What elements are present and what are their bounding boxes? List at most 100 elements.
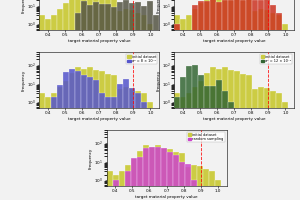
- Bar: [192, 9, 198, 200]
- Bar: [240, 0, 246, 200]
- Bar: [130, 158, 136, 200]
- Bar: [105, 4, 111, 200]
- Bar: [198, 75, 204, 200]
- Bar: [160, 148, 166, 200]
- Bar: [276, 13, 282, 200]
- Bar: [142, 145, 148, 200]
- Bar: [160, 148, 166, 200]
- Bar: [142, 148, 148, 200]
- Bar: [45, 97, 51, 200]
- Bar: [105, 74, 111, 200]
- Bar: [276, 15, 282, 200]
- Bar: [141, 6, 147, 200]
- Bar: [180, 97, 186, 200]
- X-axis label: target material property value: target material property value: [68, 39, 130, 43]
- Bar: [75, 13, 81, 200]
- Bar: [234, 71, 240, 200]
- Bar: [216, 69, 222, 200]
- Bar: [135, 13, 141, 200]
- Bar: [87, 5, 93, 200]
- Bar: [192, 65, 198, 200]
- Bar: [204, 73, 210, 200]
- Bar: [184, 167, 190, 200]
- Bar: [81, 69, 87, 200]
- Bar: [258, 87, 264, 200]
- Bar: [192, 5, 198, 200]
- Bar: [99, 71, 105, 200]
- Bar: [147, 24, 153, 200]
- Bar: [147, 1, 153, 200]
- Y-axis label: Frequency: Frequency: [157, 69, 160, 91]
- Bar: [270, 91, 276, 200]
- Bar: [222, 0, 228, 200]
- Bar: [124, 165, 130, 200]
- Bar: [174, 93, 180, 200]
- Bar: [270, 13, 276, 200]
- Bar: [135, 93, 141, 200]
- Bar: [117, 2, 123, 200]
- Bar: [154, 145, 160, 200]
- Bar: [208, 171, 214, 200]
- Bar: [117, 84, 123, 200]
- Bar: [148, 147, 154, 200]
- Bar: [148, 147, 154, 200]
- Bar: [141, 102, 147, 200]
- Bar: [204, 86, 210, 200]
- Bar: [222, 91, 228, 200]
- Bar: [228, 70, 234, 200]
- Bar: [198, 81, 204, 200]
- Bar: [282, 102, 288, 200]
- Bar: [186, 15, 192, 200]
- Bar: [135, 91, 141, 200]
- Bar: [112, 180, 118, 200]
- Bar: [216, 0, 222, 200]
- Bar: [117, 11, 123, 200]
- Bar: [147, 102, 153, 200]
- Y-axis label: Frequency: Frequency: [22, 69, 26, 91]
- Bar: [216, 80, 222, 200]
- Bar: [136, 151, 142, 200]
- Bar: [264, 0, 270, 200]
- Bar: [264, 10, 270, 200]
- Bar: [210, 67, 216, 200]
- Bar: [174, 15, 180, 200]
- Bar: [57, 85, 63, 200]
- Bar: [190, 165, 196, 200]
- Bar: [178, 153, 184, 200]
- Bar: [129, 88, 135, 200]
- Bar: [180, 19, 186, 200]
- Bar: [252, 89, 258, 200]
- Bar: [118, 171, 124, 200]
- Bar: [141, 93, 147, 200]
- Bar: [111, 0, 117, 200]
- Bar: [174, 97, 180, 200]
- Bar: [93, 0, 99, 200]
- Bar: [81, 1, 87, 200]
- Bar: [202, 169, 208, 200]
- Bar: [258, 0, 264, 200]
- Bar: [124, 171, 130, 200]
- Bar: [240, 0, 246, 200]
- Bar: [123, 87, 129, 200]
- Bar: [186, 66, 192, 200]
- Bar: [99, 4, 105, 200]
- Bar: [180, 77, 186, 200]
- Bar: [167, 149, 172, 200]
- Bar: [93, 2, 99, 200]
- Bar: [81, 0, 87, 200]
- Bar: [190, 180, 196, 200]
- Bar: [130, 159, 136, 200]
- Bar: [75, 0, 81, 200]
- Bar: [63, 3, 69, 200]
- Bar: [105, 97, 111, 200]
- Bar: [123, 0, 129, 200]
- Bar: [87, 67, 93, 200]
- Legend: initial dataset, σ² = 12 × 10⁻²: initial dataset, σ² = 12 × 10⁻²: [260, 54, 292, 64]
- Bar: [204, 1, 210, 200]
- Bar: [63, 81, 69, 200]
- Y-axis label: Frequency: Frequency: [157, 0, 160, 13]
- Bar: [75, 71, 81, 200]
- Bar: [178, 162, 184, 200]
- Bar: [69, 0, 75, 200]
- Bar: [172, 155, 178, 200]
